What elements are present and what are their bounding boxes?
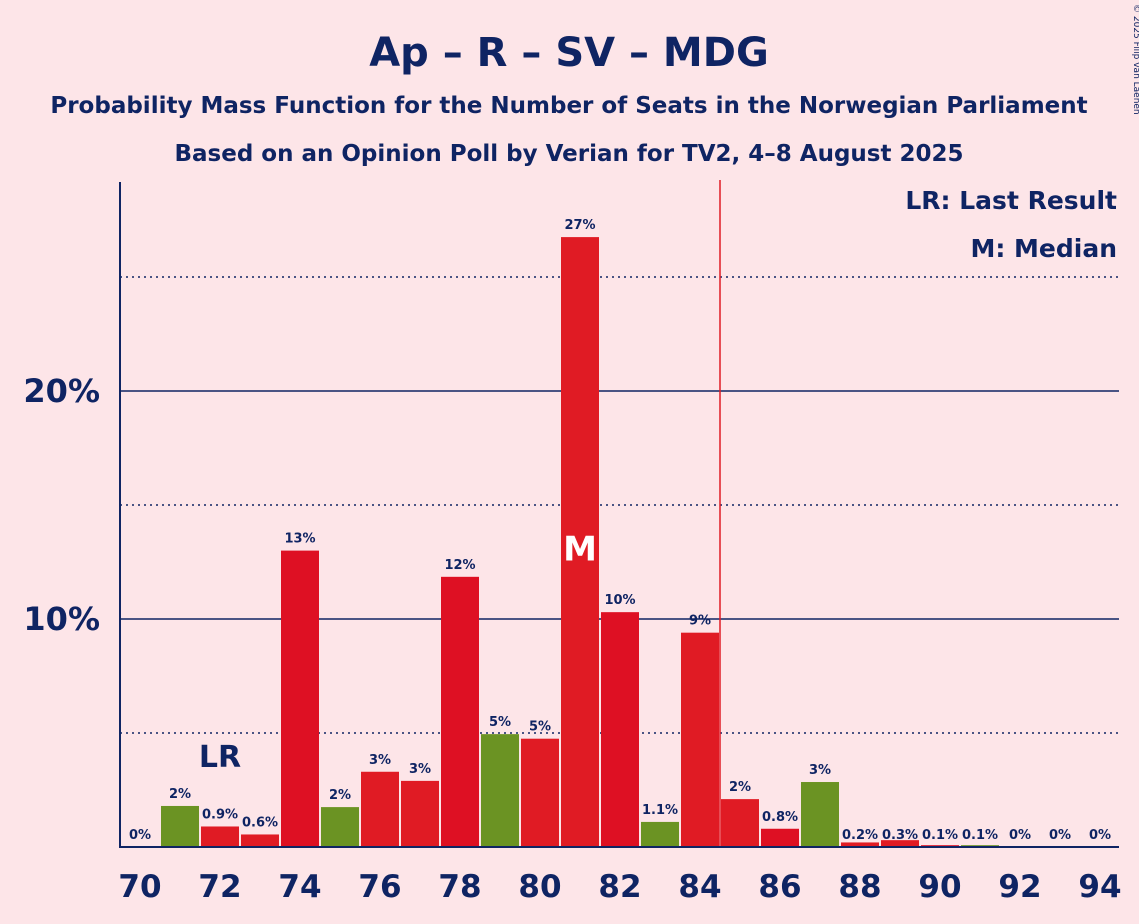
bar-seat-75 xyxy=(321,807,359,847)
x-tick-label: 76 xyxy=(358,869,401,905)
data-label: 1.1% xyxy=(642,803,678,818)
data-label: 0.1% xyxy=(962,828,998,843)
x-tick-label: 70 xyxy=(118,869,161,905)
data-labels: 0% 2% 0.9% LR 0.6% 13% 2% 3% 3% 12% 5% 5% 27% M 10% 1.1… xyxy=(129,218,1111,843)
data-label: 0.8% xyxy=(762,810,798,825)
data-label: 0% xyxy=(129,828,151,843)
legend-median: M: Median xyxy=(970,234,1117,263)
x-tick-label: 90 xyxy=(918,869,961,905)
bar-seat-89 xyxy=(881,840,919,847)
x-tick-label: 84 xyxy=(678,869,721,905)
bars xyxy=(121,237,1119,848)
data-label: 2% xyxy=(169,787,191,802)
data-label: 13% xyxy=(284,532,315,547)
bar-seat-77 xyxy=(401,780,439,847)
bar-seat-72 xyxy=(201,826,239,847)
data-label: 0.2% xyxy=(842,828,878,843)
x-tick-label: 94 xyxy=(1078,869,1121,905)
x-tick-label: 92 xyxy=(998,869,1041,905)
data-label: 0% xyxy=(1009,828,1031,843)
chart-title: Ap – R – SV – MDG xyxy=(369,30,769,76)
data-label: 5% xyxy=(529,720,551,735)
bar-seat-87 xyxy=(801,782,839,847)
data-label: 27% xyxy=(564,218,595,233)
bar-seat-86 xyxy=(761,828,799,847)
data-label: 3% xyxy=(369,753,391,768)
y-tick-label: 10% xyxy=(23,600,100,638)
data-label: 10% xyxy=(604,593,635,608)
x-tick-label: 80 xyxy=(518,869,561,905)
x-tick-label: 72 xyxy=(198,869,241,905)
legend-last-result: LR: Last Result xyxy=(905,186,1117,215)
data-label: 3% xyxy=(409,762,431,777)
bar-seat-80 xyxy=(521,738,559,847)
bar-seat-71 xyxy=(161,805,199,847)
bar-seat-85 xyxy=(721,799,759,847)
bar-seat-74 xyxy=(281,550,319,847)
bar-seat-78 xyxy=(441,576,479,847)
x-tick-label: 74 xyxy=(278,869,321,905)
data-label: 12% xyxy=(444,558,475,573)
data-label: 5% xyxy=(489,715,511,730)
data-label: 0% xyxy=(1049,828,1071,843)
median-marker: M xyxy=(563,529,597,569)
y-tick-label: 20% xyxy=(23,372,100,410)
x-tick-label: 78 xyxy=(438,869,481,905)
data-label: 0.9% xyxy=(202,807,238,822)
bar-seat-73 xyxy=(241,834,279,847)
data-label: 2% xyxy=(329,788,351,803)
copyright-credit: © 2025 Filip van Laenen xyxy=(1131,4,1139,115)
chart-subtitle-1: Probability Mass Function for the Number… xyxy=(50,93,1087,119)
bar-seat-79 xyxy=(481,734,519,847)
last-result-marker: LR xyxy=(199,740,241,775)
axes: 10% 20% 70 72 74 76 78 80 82 84 86 88 90 92 94 xyxy=(23,182,1122,905)
x-tick-label: 88 xyxy=(838,869,881,905)
chart-subtitle-2: Based on an Opinion Poll by Verian for T… xyxy=(174,141,963,167)
bar-seat-88 xyxy=(841,842,879,847)
bar-seat-76 xyxy=(361,771,399,847)
data-label: 9% xyxy=(689,614,711,629)
data-label: 0.6% xyxy=(242,815,278,830)
data-label: 2% xyxy=(729,780,751,795)
x-tick-label: 82 xyxy=(598,869,641,905)
bar-seat-81 xyxy=(561,237,599,848)
bar-seat-83 xyxy=(641,821,679,847)
bar-seat-82 xyxy=(601,612,639,847)
data-label: 3% xyxy=(809,763,831,778)
data-label: 0.1% xyxy=(922,828,958,843)
bar-seat-84 xyxy=(681,632,719,847)
data-label: 0.3% xyxy=(882,828,918,843)
x-tick-label: 86 xyxy=(758,869,801,905)
data-label: 0% xyxy=(1089,828,1111,843)
